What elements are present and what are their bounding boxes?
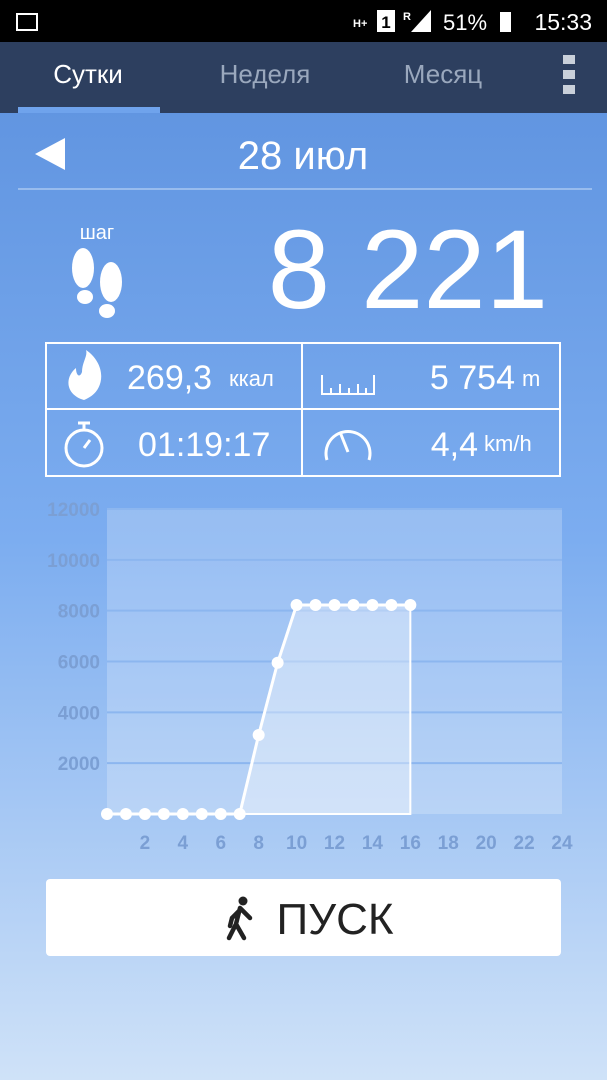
point (119, 808, 132, 820)
notification-icon (16, 13, 38, 31)
x-tick-label: 20 (476, 833, 497, 854)
start-button[interactable] (46, 879, 561, 956)
tab[interactable]: Сутки (53, 59, 123, 89)
x-tick-label: 12 (324, 833, 345, 854)
tab[interactable]: Неделя (220, 59, 311, 89)
point (138, 808, 151, 820)
footprints-icon (72, 248, 122, 318)
point (404, 599, 417, 612)
y-tick-label: 8000 (58, 602, 100, 623)
steps-value: 8 221 (268, 207, 548, 332)
calories-value: 269,3 (127, 359, 212, 397)
walker-icon (226, 896, 253, 941)
tab[interactable]: Месяц (404, 59, 482, 89)
point (176, 808, 189, 820)
tab-bar (0, 42, 607, 113)
speed-value: 4,4 (431, 426, 478, 464)
sim-label: 1 (381, 13, 390, 32)
point (252, 728, 265, 741)
point (101, 808, 113, 820)
flame-icon (68, 350, 102, 400)
calories-unit: ккал (229, 366, 274, 391)
distance-unit: m (522, 366, 540, 391)
roaming-label: R (403, 11, 411, 23)
distance-value: 5 754 (430, 359, 515, 397)
speed-unit: km/h (484, 431, 532, 456)
y-tick-label: 2000 (58, 754, 100, 775)
point (233, 808, 246, 820)
point (214, 808, 227, 820)
x-tick-label: 24 (551, 833, 573, 854)
x-tick-label: 14 (362, 833, 384, 854)
ruler-icon (321, 375, 375, 395)
stopwatch-icon (64, 421, 104, 468)
x-tick-label: 6 (215, 833, 226, 854)
x-tick-label: 18 (438, 833, 459, 854)
prev-day-button[interactable] (35, 138, 65, 170)
battery-icon (500, 12, 511, 32)
point (366, 599, 379, 612)
battery-label: 51% (443, 10, 487, 35)
x-tick-label: 8 (253, 833, 264, 854)
network-label: H+ (353, 18, 367, 30)
point (347, 599, 360, 612)
point (385, 599, 398, 612)
x-tick-label: 4 (178, 833, 189, 854)
steps-label: шаг (80, 222, 114, 244)
y-tick-label: 10000 (47, 551, 100, 572)
tab-indicator (18, 107, 160, 113)
point (271, 656, 284, 669)
stats-grid (45, 342, 561, 477)
point (195, 808, 208, 820)
y-tick-label: 12000 (47, 500, 100, 521)
y-tick-label: 6000 (58, 653, 100, 674)
signal-icon (411, 10, 431, 32)
y-tick-label: 4000 (58, 703, 100, 724)
point (157, 808, 170, 820)
speedometer-icon (324, 429, 372, 461)
x-tick-label: 2 (140, 833, 151, 854)
sim-icon (377, 10, 395, 32)
point (309, 599, 322, 612)
point (290, 599, 303, 612)
point (328, 599, 341, 612)
x-tick-label: 16 (400, 833, 421, 854)
clock: 15:33 (534, 9, 592, 35)
menu-button[interactable] (563, 55, 575, 94)
duration-value: 01:19:17 (138, 426, 270, 464)
start-button-label[interactable]: ПУСК (277, 895, 394, 944)
status-bar (0, 0, 607, 42)
x-tick-label: 10 (286, 833, 307, 854)
date: 28 июл (238, 134, 368, 178)
x-tick-label: 22 (514, 833, 535, 854)
